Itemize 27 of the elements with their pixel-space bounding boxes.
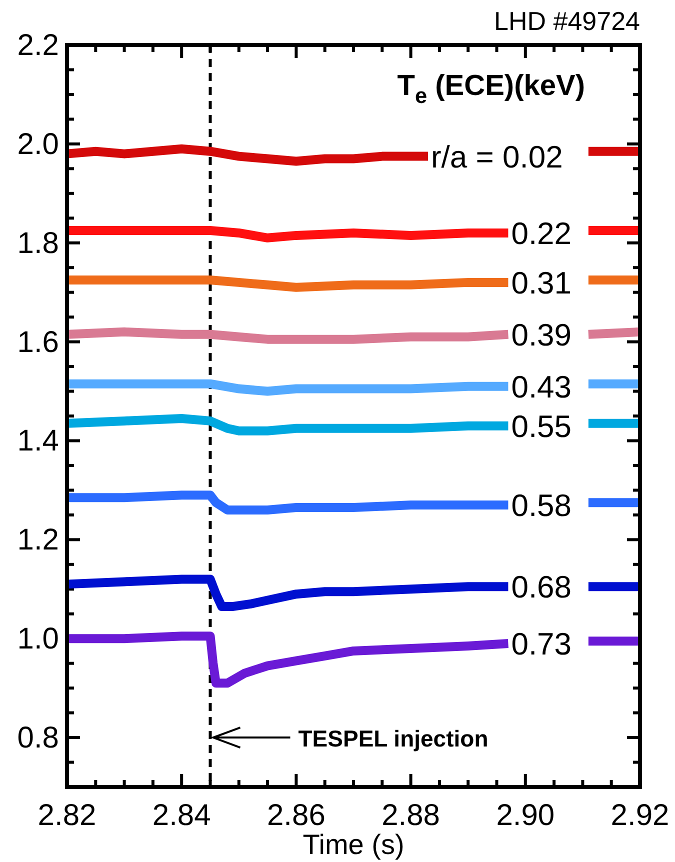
y-tick-label: 1.8 bbox=[17, 226, 59, 260]
series-label: 0.43 bbox=[511, 369, 572, 404]
x-tick-label: 2.82 bbox=[38, 799, 96, 832]
x-axis-title: Time (s) bbox=[302, 829, 404, 860]
y-tick-label: 2.0 bbox=[17, 128, 59, 161]
x-tick-label: 2.90 bbox=[496, 799, 555, 832]
y-tick-label: 1.2 bbox=[17, 524, 59, 557]
x-tick-label: 2.86 bbox=[267, 799, 326, 832]
y-tick-label: 2.2 bbox=[17, 29, 59, 62]
series-label: 0.58 bbox=[511, 488, 572, 524]
annotation: TESPEL injection bbox=[298, 726, 488, 752]
x-tick-label: 2.92 bbox=[610, 799, 670, 832]
series-label: 0.39 bbox=[511, 317, 572, 352]
y-tick-label: 1.4 bbox=[17, 424, 59, 458]
series-label: r/a = 0.02 bbox=[430, 139, 563, 174]
x-tick-label: 2.84 bbox=[152, 799, 211, 832]
series-label: 0.22 bbox=[511, 216, 572, 251]
chart-title: LHD #49724 bbox=[494, 6, 640, 36]
y-tick-label: 1.0 bbox=[17, 622, 59, 656]
y-axis-title: T$_{e}$ (ECE)(keV) bbox=[397, 70, 585, 108]
series-label: 0.55 bbox=[511, 408, 572, 444]
series-label: 0.68 bbox=[511, 570, 572, 605]
y-tick-label: 1.6 bbox=[17, 326, 59, 359]
series-label: 0.73 bbox=[511, 626, 572, 662]
y-tick-label: 0.8 bbox=[17, 722, 59, 755]
x-tick-label: 2.88 bbox=[382, 799, 440, 832]
series-label: 0.31 bbox=[511, 265, 572, 300]
